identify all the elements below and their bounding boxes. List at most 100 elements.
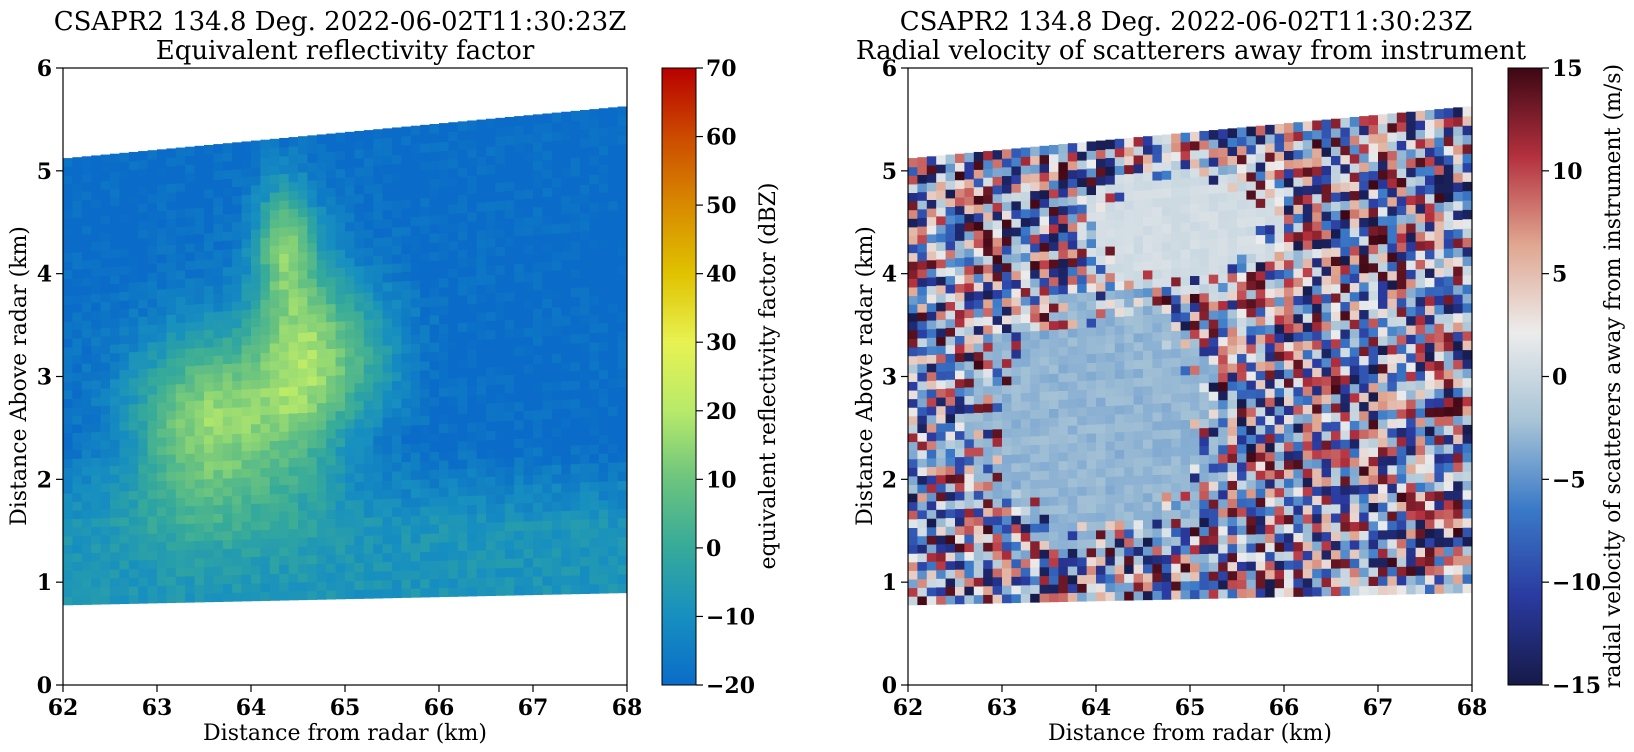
heatmap-cell: [363, 328, 374, 338]
heatmap-cell: [392, 579, 402, 590]
heatmap-cell: [260, 423, 271, 433]
heatmap-cell: [279, 511, 290, 521]
heatmap-cell: [992, 176, 1003, 186]
heatmap-cell: [1011, 270, 1022, 280]
heatmap-cell: [354, 364, 365, 375]
heatmap-cell: [992, 594, 1003, 604]
heatmap-cell: [542, 455, 553, 466]
heatmap-cell: [354, 436, 365, 447]
heatmap-cell: [1143, 350, 1153, 360]
heatmap-cell: [128, 360, 139, 370]
heatmap-cell: [222, 495, 233, 505]
heatmap-cell: [1086, 432, 1097, 443]
heatmap-cell: [486, 366, 496, 377]
heatmap-cell: [598, 565, 609, 575]
heatmap-cell: [81, 268, 92, 278]
heatmap-cell: [495, 319, 506, 330]
heatmap-cell: [1058, 399, 1069, 409]
heatmap-cell: [81, 251, 92, 261]
heatmap-cell: [936, 207, 947, 217]
heatmap-cell: [185, 374, 196, 384]
heatmap-cell: [269, 502, 280, 513]
heatmap-cell: [326, 366, 337, 376]
heatmap-cell: [542, 511, 553, 521]
y-tick-label: 0: [37, 673, 52, 699]
heatmap-cell: [1077, 274, 1088, 285]
heatmap-cell: [213, 381, 224, 391]
heatmap-cell: [307, 438, 318, 449]
heatmap-cell: [1077, 256, 1088, 267]
heatmap-cell: [495, 549, 506, 560]
heatmap-cell: [936, 293, 947, 303]
heatmap-cell: [1124, 564, 1135, 574]
heatmap-cell: [354, 247, 365, 258]
heatmap-cell: [373, 489, 384, 500]
heatmap-cell: [175, 436, 186, 446]
heatmap-cell: [1208, 571, 1219, 581]
heatmap-cell: [992, 411, 1003, 421]
heatmap-cell: [373, 471, 384, 482]
heatmap-cell: [298, 412, 308, 422]
heatmap-cell: [204, 259, 214, 269]
heatmap-cell: [1058, 451, 1069, 462]
heatmap-cell: [908, 252, 918, 262]
heatmap-cell: [570, 500, 581, 511]
heatmap-cell: [439, 296, 449, 306]
heatmap-cell: [439, 123, 449, 133]
heatmap-cell: [1208, 301, 1219, 311]
heatmap-cell: [917, 157, 928, 167]
heatmap-cell: [288, 172, 299, 183]
heatmap-cell: [1227, 570, 1238, 581]
heatmap-cell: [1143, 474, 1153, 485]
heatmap-cell: [1152, 153, 1163, 163]
heatmap-cell: [100, 413, 111, 424]
heatmap-cell: [222, 319, 233, 329]
heatmap-cell: [298, 234, 308, 244]
heatmap-cell: [1114, 529, 1125, 539]
heatmap-cell: [401, 398, 412, 408]
heatmap-cell: [617, 396, 627, 407]
heatmap-cell: [147, 515, 158, 526]
heatmap-cell: [232, 556, 243, 567]
heatmap-cell: [1096, 565, 1106, 575]
heatmap-cell: [410, 161, 421, 172]
heatmap-cell: [908, 493, 918, 503]
heatmap-cell: [1049, 338, 1059, 348]
heatmap-cell: [316, 205, 327, 216]
heatmap-cell: [495, 218, 506, 229]
heatmap-cell: [335, 338, 346, 349]
heatmap-cell: [589, 583, 600, 594]
heatmap-cell: [1161, 572, 1172, 582]
heatmap-cell: [345, 329, 355, 339]
heatmap-cell: [251, 538, 261, 549]
heatmap-cell: [1030, 286, 1041, 297]
heatmap-cell: [1086, 326, 1097, 337]
heatmap-cell: [410, 461, 421, 471]
heatmap-cell: [91, 224, 102, 234]
heatmap-cell: [1077, 556, 1088, 567]
heatmap-cell: [185, 514, 196, 524]
heatmap-cell: [241, 300, 252, 310]
heatmap-cell: [945, 344, 956, 354]
heatmap-cell: [326, 321, 337, 332]
heatmap-cell: [1039, 400, 1050, 410]
heatmap-cell: [128, 221, 139, 231]
heatmap-cell: [1199, 472, 1210, 483]
heatmap-cell: [983, 272, 994, 283]
heatmap-cell: [495, 402, 506, 413]
heatmap-cell: [514, 291, 525, 301]
heatmap-cell: [354, 382, 365, 393]
heatmap-cell: [1039, 154, 1050, 164]
heatmap-cell: [241, 265, 252, 275]
heatmap-cell: [1180, 580, 1191, 591]
heatmap-cell: [1011, 340, 1022, 350]
heatmap-cell: [288, 323, 299, 334]
heatmap-cell: [457, 513, 468, 524]
heatmap-cell: [298, 483, 308, 494]
heatmap-cell: [945, 534, 956, 544]
heatmap-cell: [72, 484, 83, 494]
heatmap-cell: [91, 258, 102, 269]
heatmap-cell: [1133, 430, 1144, 441]
heatmap-cell: [232, 539, 243, 549]
heatmap-cell: [175, 541, 186, 551]
